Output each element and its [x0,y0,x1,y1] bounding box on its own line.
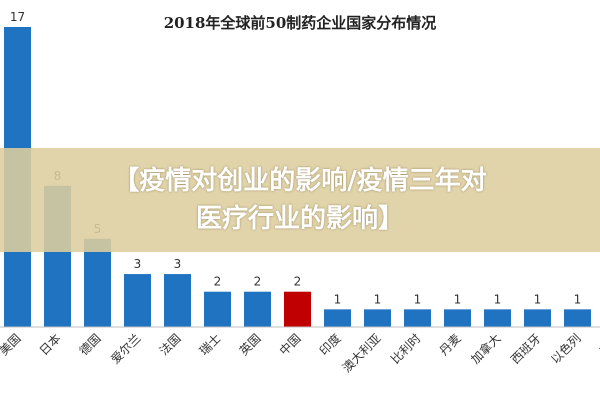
bar-3 [84,238,111,327]
data-label-8: 2 [294,275,302,289]
category-label-15: 以色列 [548,331,583,366]
category-label-13: 加拿大 [468,331,504,367]
category-label-4: 爱尔兰 [108,331,144,367]
data-label-4: 3 [134,257,142,271]
data-label-12: 1 [454,292,462,306]
banner-line-2: 医疗行业的影响】 [195,204,404,234]
category-label-5: 法国 [157,331,184,358]
bar-10 [364,309,391,327]
data-label-11: 1 [414,292,422,306]
category-label-6: 瑞士 [197,331,224,358]
category-label-7: 英国 [237,331,264,358]
data-label-1: 17 [10,10,25,24]
data-label-14: 1 [534,292,542,306]
category-label-12: 丹麦 [437,331,464,358]
overlay-banner: 【疫情对创业的影响/疫情三年对 医疗行业的影响】 [0,148,600,252]
data-label-6: 2 [214,275,222,289]
banner-line-1: 【疫情对创业的影响/疫情三年对 [113,166,487,196]
bar-7 [244,291,271,327]
category-label-11: 比利时 [388,331,423,366]
data-label-9: 1 [334,292,342,306]
category-label-10: 澳大利亚 [340,331,384,375]
bar-9 [324,309,351,327]
chart-title: 2018年全球前50制药企业国家分布情况 [163,14,437,32]
bar-15 [564,309,591,327]
data-label-15: 1 [574,292,582,306]
category-label-14: 西班牙 [508,331,543,366]
bar-14 [524,309,551,327]
bar-6 [204,291,231,327]
bar-12 [444,309,471,327]
data-label-7: 2 [254,275,262,289]
data-label-13: 1 [494,292,502,306]
bar-5 [164,274,191,327]
category-label-16: 意大 [596,331,600,359]
bar-11 [404,309,431,327]
category-label-8: 中国 [276,331,304,359]
bar-13 [484,309,511,327]
bar-4 [124,274,151,327]
data-label-10: 1 [374,292,382,306]
category-label-1: 美国 [0,331,24,358]
category-label-3: 德国 [76,331,104,359]
category-label-2: 日本 [37,331,64,358]
category-label-9: 印度 [316,331,344,359]
data-label-5: 3 [174,257,182,271]
bar-8 [284,291,311,327]
